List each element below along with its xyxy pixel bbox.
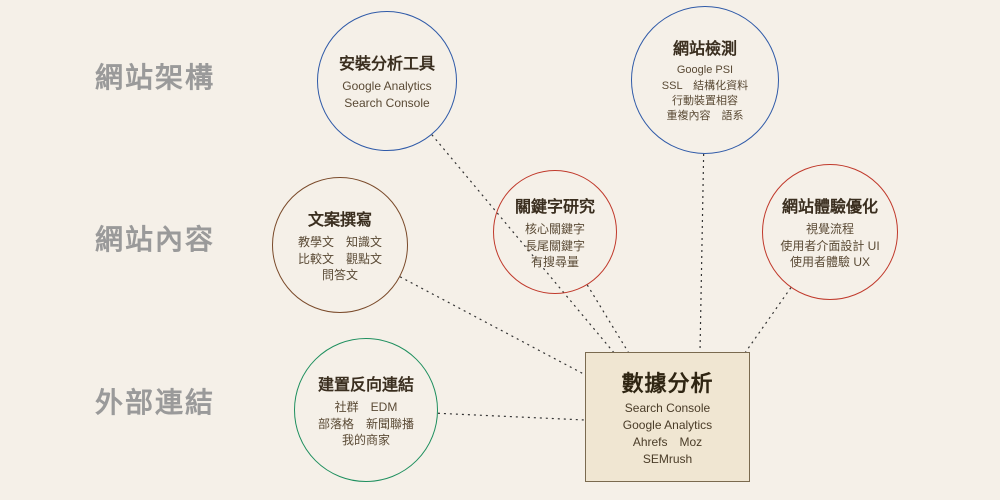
node-keyword-title: 關鍵字研究 (515, 193, 595, 217)
hub-line-1: Google Analytics (623, 417, 712, 434)
node-detect: 網站檢測 Google PSI SSL 結構化資料 行動裝置相容 重複內容 語系 (631, 6, 779, 154)
hub-analysis: 數據分析 Search Console Google Analytics Ahr… (585, 352, 750, 482)
hub-line-3: SEMrush (643, 451, 692, 468)
node-ux-line-1: 使用者介面設計 UI (780, 238, 879, 255)
node-detect-line-0: Google PSI (677, 63, 733, 78)
node-backlink-line-2: 我的商家 (342, 432, 390, 449)
node-ux: 網站體驗優化 視覺流程 使用者介面設計 UI 使用者體驗 UX (762, 164, 898, 300)
hub-line-0: Search Console (625, 400, 710, 417)
node-ux-line-2: 使用者體驗 UX (790, 254, 870, 271)
node-tools-line-0: Google Analytics (342, 78, 431, 95)
node-copy-title: 文案撰寫 (308, 206, 372, 230)
node-backlink: 建置反向連結 社群 EDM 部落格 新聞聯播 我的商家 (294, 338, 438, 482)
node-ux-title: 網站體驗優化 (782, 193, 878, 217)
node-copy: 文案撰寫 教學文 知識文 比較文 觀點文 問答文 (272, 177, 408, 313)
node-backlink-line-1: 部落格 新聞聯播 (318, 416, 414, 433)
node-keyword-line-0: 核心關鍵字 (525, 221, 585, 238)
node-copy-line-1: 比較文 觀點文 (298, 251, 382, 268)
node-copy-line-2: 問答文 (322, 267, 358, 284)
hub-title: 數據分析 (621, 366, 713, 398)
node-backlink-line-0: 社群 EDM (335, 399, 398, 416)
node-detect-line-1: SSL 結構化資料 (662, 79, 748, 94)
node-ux-line-0: 視覺流程 (806, 221, 854, 238)
node-detect-line-3: 重複內容 語系 (667, 109, 744, 124)
node-detect-line-2: 行動裝置相容 (672, 94, 738, 109)
node-copy-line-0: 教學文 知識文 (298, 234, 382, 251)
row-label-external: 外部連結 (95, 381, 215, 421)
node-detect-title: 網站檢測 (673, 35, 737, 59)
node-keyword: 關鍵字研究 核心關鍵字 長尾關鍵字 有搜尋量 (493, 170, 617, 294)
node-tools-title: 安裝分析工具 (339, 50, 435, 74)
node-keyword-line-2: 有搜尋量 (531, 254, 579, 271)
row-label-content: 網站內容 (95, 218, 215, 258)
node-keyword-line-1: 長尾關鍵字 (525, 238, 585, 255)
diagram-stage: 網站架構 網站內容 外部連結 安裝分析工具 Google Analytics S… (0, 0, 1000, 500)
hub-line-2: Ahrefs Moz (633, 434, 702, 451)
node-tools-line-1: Search Console (344, 95, 429, 112)
row-label-architecture: 網站架構 (95, 56, 215, 96)
node-tools: 安裝分析工具 Google Analytics Search Console (317, 11, 457, 151)
node-backlink-title: 建置反向連結 (318, 371, 414, 395)
